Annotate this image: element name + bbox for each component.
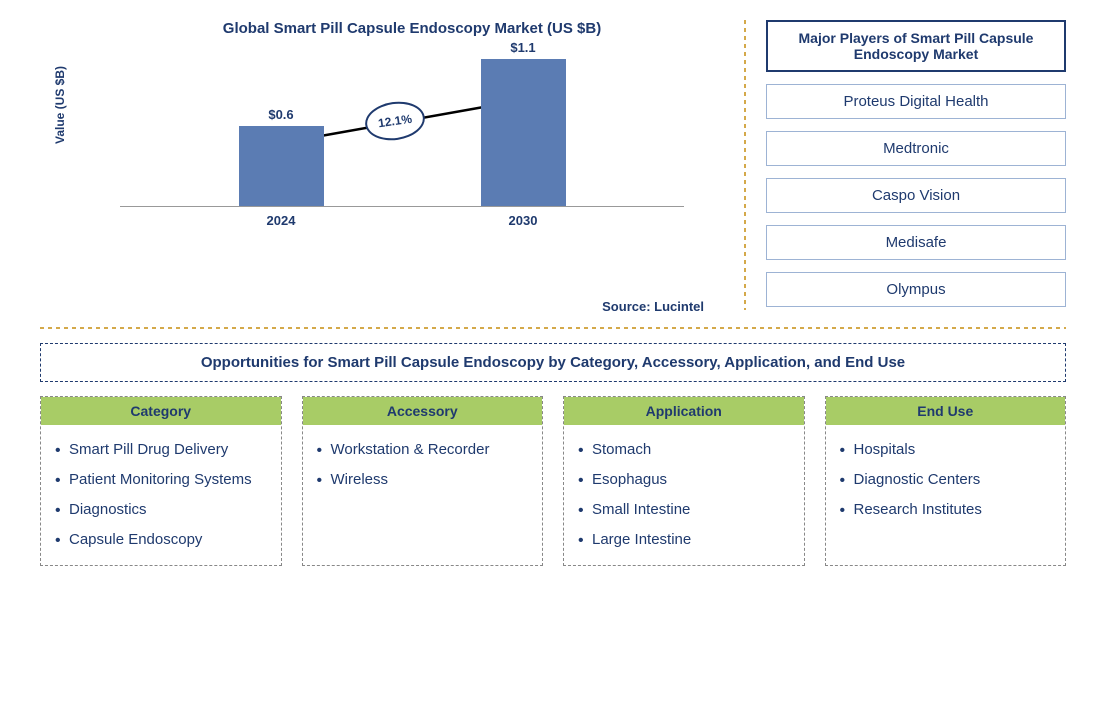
players-list: Proteus Digital Health Medtronic Caspo Vis… xyxy=(766,84,1066,307)
bar-value-label: $0.6 xyxy=(268,107,293,122)
chart-title: Global Smart Pill Capsule Endoscopy Mark… xyxy=(100,20,724,37)
list-item: Smart Pill Drug Delivery xyxy=(55,435,273,465)
opportunity-items: HospitalsDiagnostic CentersResearch Inst… xyxy=(826,425,1066,535)
opportunity-items: Smart Pill Drug DeliveryPatient Monitori… xyxy=(41,425,281,565)
player-box: Medisafe xyxy=(766,225,1066,260)
player-box: Proteus Digital Health xyxy=(766,84,1066,119)
opportunity-column: End UseHospitalsDiagnostic CentersResear… xyxy=(825,396,1067,566)
opportunities-grid: CategorySmart Pill Drug DeliveryPatient … xyxy=(40,396,1066,566)
list-item: Large Intestine xyxy=(578,525,796,555)
player-box: Caspo Vision xyxy=(766,178,1066,213)
opportunity-items: StomachEsophagusSmall IntestineLarge Int… xyxy=(564,425,804,565)
x-axis-label: 2030 xyxy=(478,213,568,228)
list-item: Patient Monitoring Systems xyxy=(55,465,273,495)
bar xyxy=(481,59,566,206)
y-axis-label: Value (US $B) xyxy=(53,66,67,144)
opportunity-header: Application xyxy=(564,397,804,425)
chart-source: Source: Lucintel xyxy=(602,299,704,314)
x-axis-label: 2024 xyxy=(236,213,326,228)
opportunity-header: Category xyxy=(41,397,281,425)
player-box: Olympus xyxy=(766,272,1066,307)
players-area: Major Players of Smart Pill Capsule Endo… xyxy=(766,20,1066,319)
x-labels: 2024 2030 xyxy=(120,213,684,228)
bar-value-label: $1.1 xyxy=(510,40,535,55)
list-item: Small Intestine xyxy=(578,495,796,525)
list-item: Stomach xyxy=(578,435,796,465)
opportunity-header: Accessory xyxy=(303,397,543,425)
bar xyxy=(239,126,324,206)
opportunity-column: CategorySmart Pill Drug DeliveryPatient … xyxy=(40,396,282,566)
opportunity-items: Workstation & RecorderWireless xyxy=(303,425,543,505)
list-item: Capsule Endoscopy xyxy=(55,525,273,555)
list-item: Wireless xyxy=(317,465,535,495)
opportunities-title: Opportunities for Smart Pill Capsule End… xyxy=(40,343,1066,382)
horizontal-divider xyxy=(40,327,1066,329)
list-item: Diagnostics xyxy=(55,495,273,525)
bar-group: $1.1 xyxy=(478,40,568,206)
players-title: Major Players of Smart Pill Capsule Endo… xyxy=(766,20,1066,72)
list-item: Diagnostic Centers xyxy=(840,465,1058,495)
opportunity-column: AccessoryWorkstation & RecorderWireless xyxy=(302,396,544,566)
bar-group: $0.6 xyxy=(236,107,326,206)
opportunity-header: End Use xyxy=(826,397,1066,425)
top-section: Global Smart Pill Capsule Endoscopy Mark… xyxy=(40,20,1066,319)
list-item: Hospitals xyxy=(840,435,1058,465)
player-box: Medtronic xyxy=(766,131,1066,166)
chart-container: Value (US $B) 12.1% $0.6$1.1 20242030 xyxy=(120,47,684,247)
chart-area: Global Smart Pill Capsule Endoscopy Mark… xyxy=(40,20,724,319)
bars-area: $0.6$1.1 xyxy=(120,47,684,207)
list-item: Research Institutes xyxy=(840,495,1058,525)
list-item: Workstation & Recorder xyxy=(317,435,535,465)
vertical-divider xyxy=(744,20,746,310)
opportunity-column: ApplicationStomachEsophagusSmall Intesti… xyxy=(563,396,805,566)
list-item: Esophagus xyxy=(578,465,796,495)
